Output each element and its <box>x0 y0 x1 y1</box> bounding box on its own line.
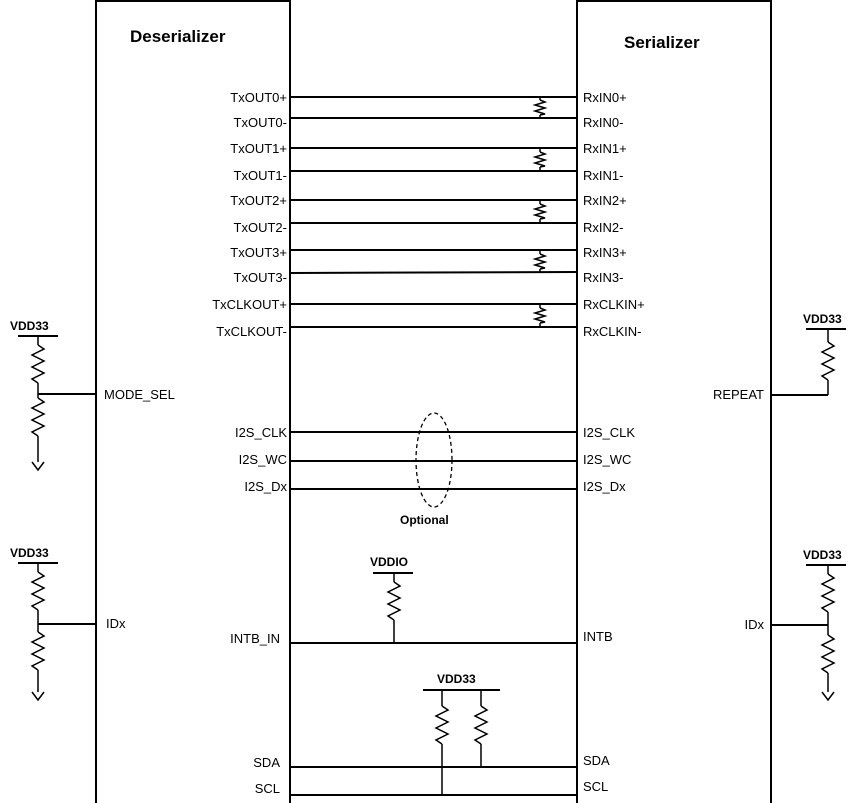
pin-label: I2S_WC <box>583 452 631 467</box>
vdd33-rail-label: VDD33 <box>10 546 49 560</box>
pin-label: RxIN3+ <box>583 245 627 260</box>
pin-label: RxIN0- <box>583 115 623 130</box>
mode-sel-divider: VDD33 MODE_SEL <box>10 319 175 472</box>
i2s-lines: Optional I2S_CLK I2S_WC I2S_Dx I2S_CLK I… <box>235 412 635 527</box>
pin-label: RxCLKIN- <box>583 324 642 339</box>
pin-label: I2S_CLK <box>583 425 635 440</box>
idx-label: IDx <box>106 616 126 631</box>
pin-label: RxIN2- <box>583 220 623 235</box>
optional-ellipse <box>415 412 453 508</box>
deserializer-output-labels: TxOUT0+ TxOUT0- TxOUT1+ TxOUT1- TxOUT2+ … <box>212 90 287 339</box>
pin-label: TxOUT0+ <box>230 90 287 105</box>
pin-label: I2S_Dx <box>244 479 287 494</box>
optional-label: Optional <box>400 513 449 527</box>
deserializer-idx-divider: VDD33 IDx <box>10 546 126 702</box>
sda-label: SDA <box>583 753 610 768</box>
pin-label: TxOUT1+ <box>230 141 287 156</box>
pin-label: TxCLKOUT+ <box>212 297 287 312</box>
termination-resistor <box>532 200 548 223</box>
pin-label: I2S_CLK <box>235 425 287 440</box>
repeat-label: REPEAT <box>713 387 764 402</box>
pin-label: TxOUT3+ <box>230 245 287 260</box>
termination-resistor <box>532 97 548 118</box>
pin-label: RxCLKIN+ <box>583 297 645 312</box>
sda-label: SDA <box>253 755 280 770</box>
serializer-idx-divider: VDD33 IDx <box>745 548 846 702</box>
pin-label: TxOUT1- <box>234 168 287 183</box>
pin-label: RxIN0+ <box>583 90 627 105</box>
pin-label: I2S_Dx <box>583 479 626 494</box>
pin-label: I2S_WC <box>239 452 287 467</box>
ground-icon <box>31 461 45 472</box>
intb-in-label: INTB_IN <box>230 631 280 646</box>
intb-pullup: VDDIO INTB_IN INTB <box>230 555 612 646</box>
pin-label: TxOUT2+ <box>230 193 287 208</box>
repeat-pullup: VDD33 REPEAT <box>713 312 846 402</box>
serializer-block: Serializer <box>576 0 772 803</box>
pin-label: RxIN2+ <box>583 193 627 208</box>
vddio-rail-label: VDDIO <box>370 555 408 569</box>
deserializer-title: Deserializer <box>130 27 226 46</box>
ground-icon <box>821 691 835 702</box>
pin-label: TxOUT0- <box>234 115 287 130</box>
intb-label: INTB <box>583 629 613 644</box>
ground-icon <box>31 691 45 702</box>
termination-resistor <box>532 148 548 171</box>
pin-label: RxIN1+ <box>583 141 627 156</box>
vdd33-rail-label: VDD33 <box>803 312 842 326</box>
pin-label: TxOUT2- <box>234 220 287 235</box>
pin-label: RxIN3- <box>583 270 623 285</box>
i2c-pullups: VDD33 SDA SCL SDA SCL <box>253 672 610 796</box>
scl-label: SCL <box>255 781 280 796</box>
deserializer-block: Deserializer <box>95 0 291 803</box>
pin-label: TxCLKOUT- <box>216 324 287 339</box>
vdd33-rail-label: VDD33 <box>437 672 476 686</box>
vdd33-rail-label: VDD33 <box>10 319 49 333</box>
pin-label: TxOUT3- <box>234 270 287 285</box>
termination-resistors <box>532 97 548 327</box>
lvds-lines <box>289 96 578 328</box>
mode-sel-label: MODE_SEL <box>104 387 175 402</box>
termination-resistor <box>532 304 548 327</box>
serializer-title: Serializer <box>624 33 700 52</box>
vdd33-rail-label: VDD33 <box>803 548 842 562</box>
scl-label: SCL <box>583 779 608 794</box>
termination-resistor <box>532 250 548 272</box>
serializer-input-labels: RxIN0+ RxIN0- RxIN1+ RxIN1- RxIN2+ RxIN2… <box>583 90 645 339</box>
pin-label: RxIN1- <box>583 168 623 183</box>
idx-label: IDx <box>745 617 765 632</box>
